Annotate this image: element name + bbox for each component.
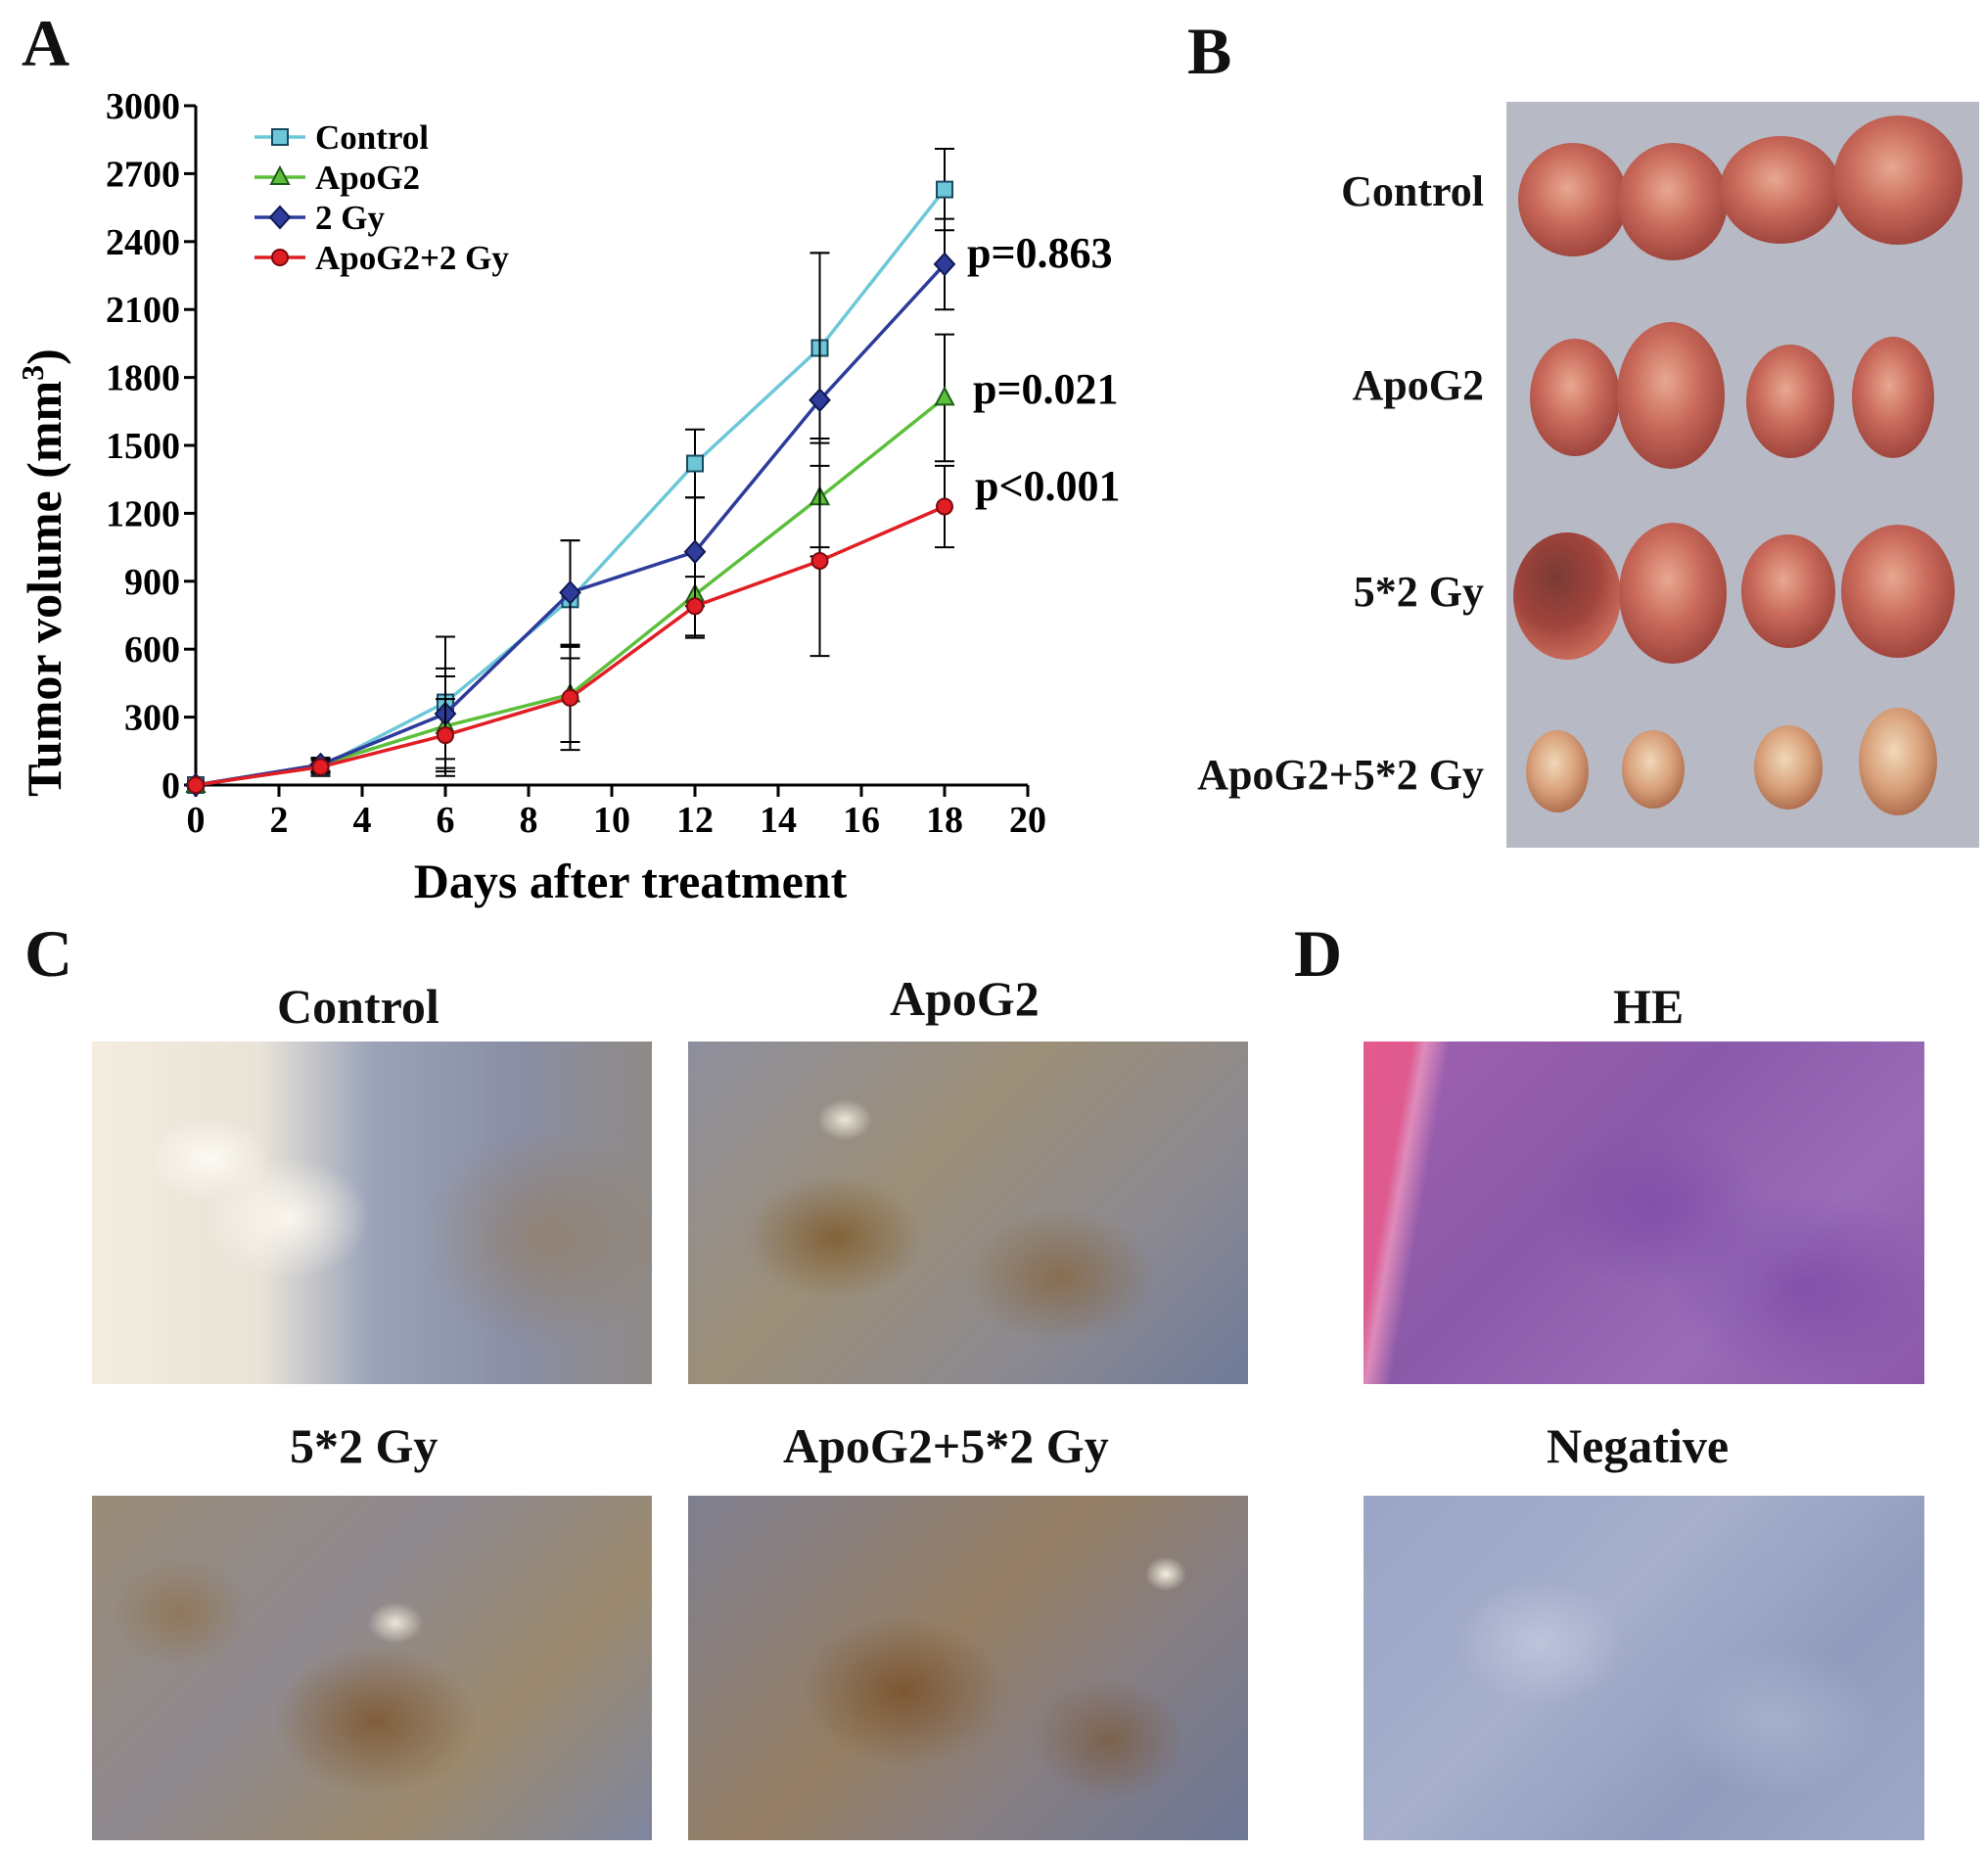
x-tick-label: 18: [926, 800, 963, 841]
y-tick-label: 3000: [106, 86, 180, 127]
data-point: [187, 776, 205, 794]
ihc-image-control: [92, 1042, 652, 1384]
data-point: [561, 688, 579, 707]
x-tick-label: 8: [520, 800, 538, 841]
y-axis-label: Tumor volume (mm3): [15, 348, 71, 797]
data-point: [559, 579, 581, 605]
y-tick-label: 1200: [106, 493, 180, 534]
legend-marker: [269, 164, 291, 185]
panel-b-row-label-5x2gy: 5*2 Gy: [1353, 568, 1484, 616]
y-tick-label: 600: [124, 629, 180, 671]
x-tick-label: 0: [187, 800, 206, 841]
panel-c-title-combo: ApoG2+5*2 Gy: [783, 1418, 1109, 1473]
ihc-image-5x2gy: [92, 1496, 652, 1840]
x-tick-label: 2: [270, 800, 289, 841]
x-tick-label: 12: [676, 800, 714, 841]
y-tick-label: 2400: [106, 222, 180, 263]
pvalue-2gy: p=0.863: [967, 229, 1113, 277]
tumor-photo: [1506, 102, 1979, 848]
data-point: [809, 388, 831, 413]
panel-b-letter: B: [1187, 14, 1232, 88]
x-tick-label: 14: [760, 800, 797, 841]
panel-c-title-control: Control: [277, 979, 439, 1034]
legend-label: ApoG2: [315, 159, 420, 197]
panel-d-title-he: HE: [1613, 979, 1685, 1034]
y-tick-label: 2100: [106, 290, 180, 331]
legend-marker: [268, 205, 292, 230]
y-tick-label: 1500: [106, 426, 180, 467]
x-tick-label: 10: [593, 800, 630, 841]
panel-b-row-label-apog2: ApoG2: [1352, 361, 1484, 409]
legend-marker: [271, 128, 289, 146]
data-point: [437, 726, 454, 745]
data-point: [933, 252, 956, 277]
y-tick-label: 300: [124, 698, 180, 739]
data-point: [936, 497, 953, 516]
legend-label: 2 Gy: [315, 199, 385, 237]
legend-label: Control: [315, 118, 429, 157]
panel-d-letter: D: [1294, 916, 1343, 991]
y-tick-label: 2700: [106, 154, 180, 195]
x-tick-label: 4: [353, 800, 372, 841]
panel-b-row-label-control: Control: [1341, 167, 1484, 215]
x-axis-label: Days after treatment: [414, 854, 848, 908]
panel-c-title-5x2gy: 5*2 Gy: [290, 1418, 439, 1473]
legend-marker: [271, 249, 289, 266]
tumor-volume-chart: Tumor volume (mm3) Days after treatment …: [15, 86, 1121, 908]
he-stain-image: [1364, 1042, 1924, 1384]
ihc-image-apog2: [688, 1042, 1248, 1384]
data-point: [686, 454, 704, 473]
panel-c-title-apog2: ApoG2: [890, 971, 1040, 1026]
x-tick-label: 20: [1009, 800, 1046, 841]
data-point: [683, 539, 707, 565]
pvalue-combo: p<0.001: [975, 462, 1121, 510]
x-tick-label: 16: [843, 800, 880, 841]
y-tick-label: 0: [162, 765, 180, 807]
panel-d-title-negative: Negative: [1547, 1418, 1730, 1473]
panel-a-letter: A: [22, 6, 70, 80]
legend-label: ApoG2+2 Gy: [315, 239, 509, 277]
series-3: [187, 464, 954, 794]
panel-c-letter: C: [24, 916, 73, 991]
negative-control-image: [1364, 1496, 1924, 1840]
x-tick-label: 6: [437, 800, 455, 841]
data-point: [311, 758, 330, 776]
ihc-image-combo: [688, 1496, 1248, 1840]
pvalue-apog2: p=0.021: [973, 365, 1119, 413]
data-point: [810, 551, 829, 570]
data-point: [686, 597, 704, 616]
data-point: [934, 386, 955, 406]
y-tick-label: 900: [124, 562, 180, 603]
data-point: [936, 180, 953, 199]
y-tick-label: 1800: [106, 358, 180, 399]
panel-b-row-label-combo: ApoG2+5*2 Gy: [1197, 751, 1484, 799]
